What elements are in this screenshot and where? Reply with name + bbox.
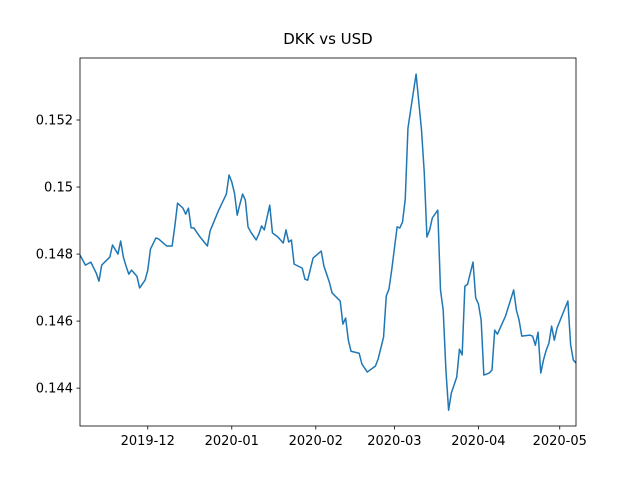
y-tick-label: 0.15 [44, 181, 73, 196]
plot-frame [79, 57, 577, 427]
x-tick-label: 2020-01 [205, 434, 259, 449]
x-tick-label: 2020-03 [367, 434, 421, 449]
x-tick-label: 2020-02 [289, 434, 343, 449]
y-tick-label: 0.148 [36, 248, 73, 263]
chart-title: DKK vs USD [283, 30, 373, 48]
line-series [80, 73, 576, 411]
x-tick-label: 2020-05 [533, 434, 587, 449]
y-tick-label: 0.152 [36, 114, 73, 129]
y-tick-label: 0.144 [36, 382, 73, 397]
x-tick-label: 2020-04 [451, 434, 505, 449]
x-tick-label: 2019-12 [121, 434, 175, 449]
y-tick-label: 0.146 [36, 315, 73, 330]
